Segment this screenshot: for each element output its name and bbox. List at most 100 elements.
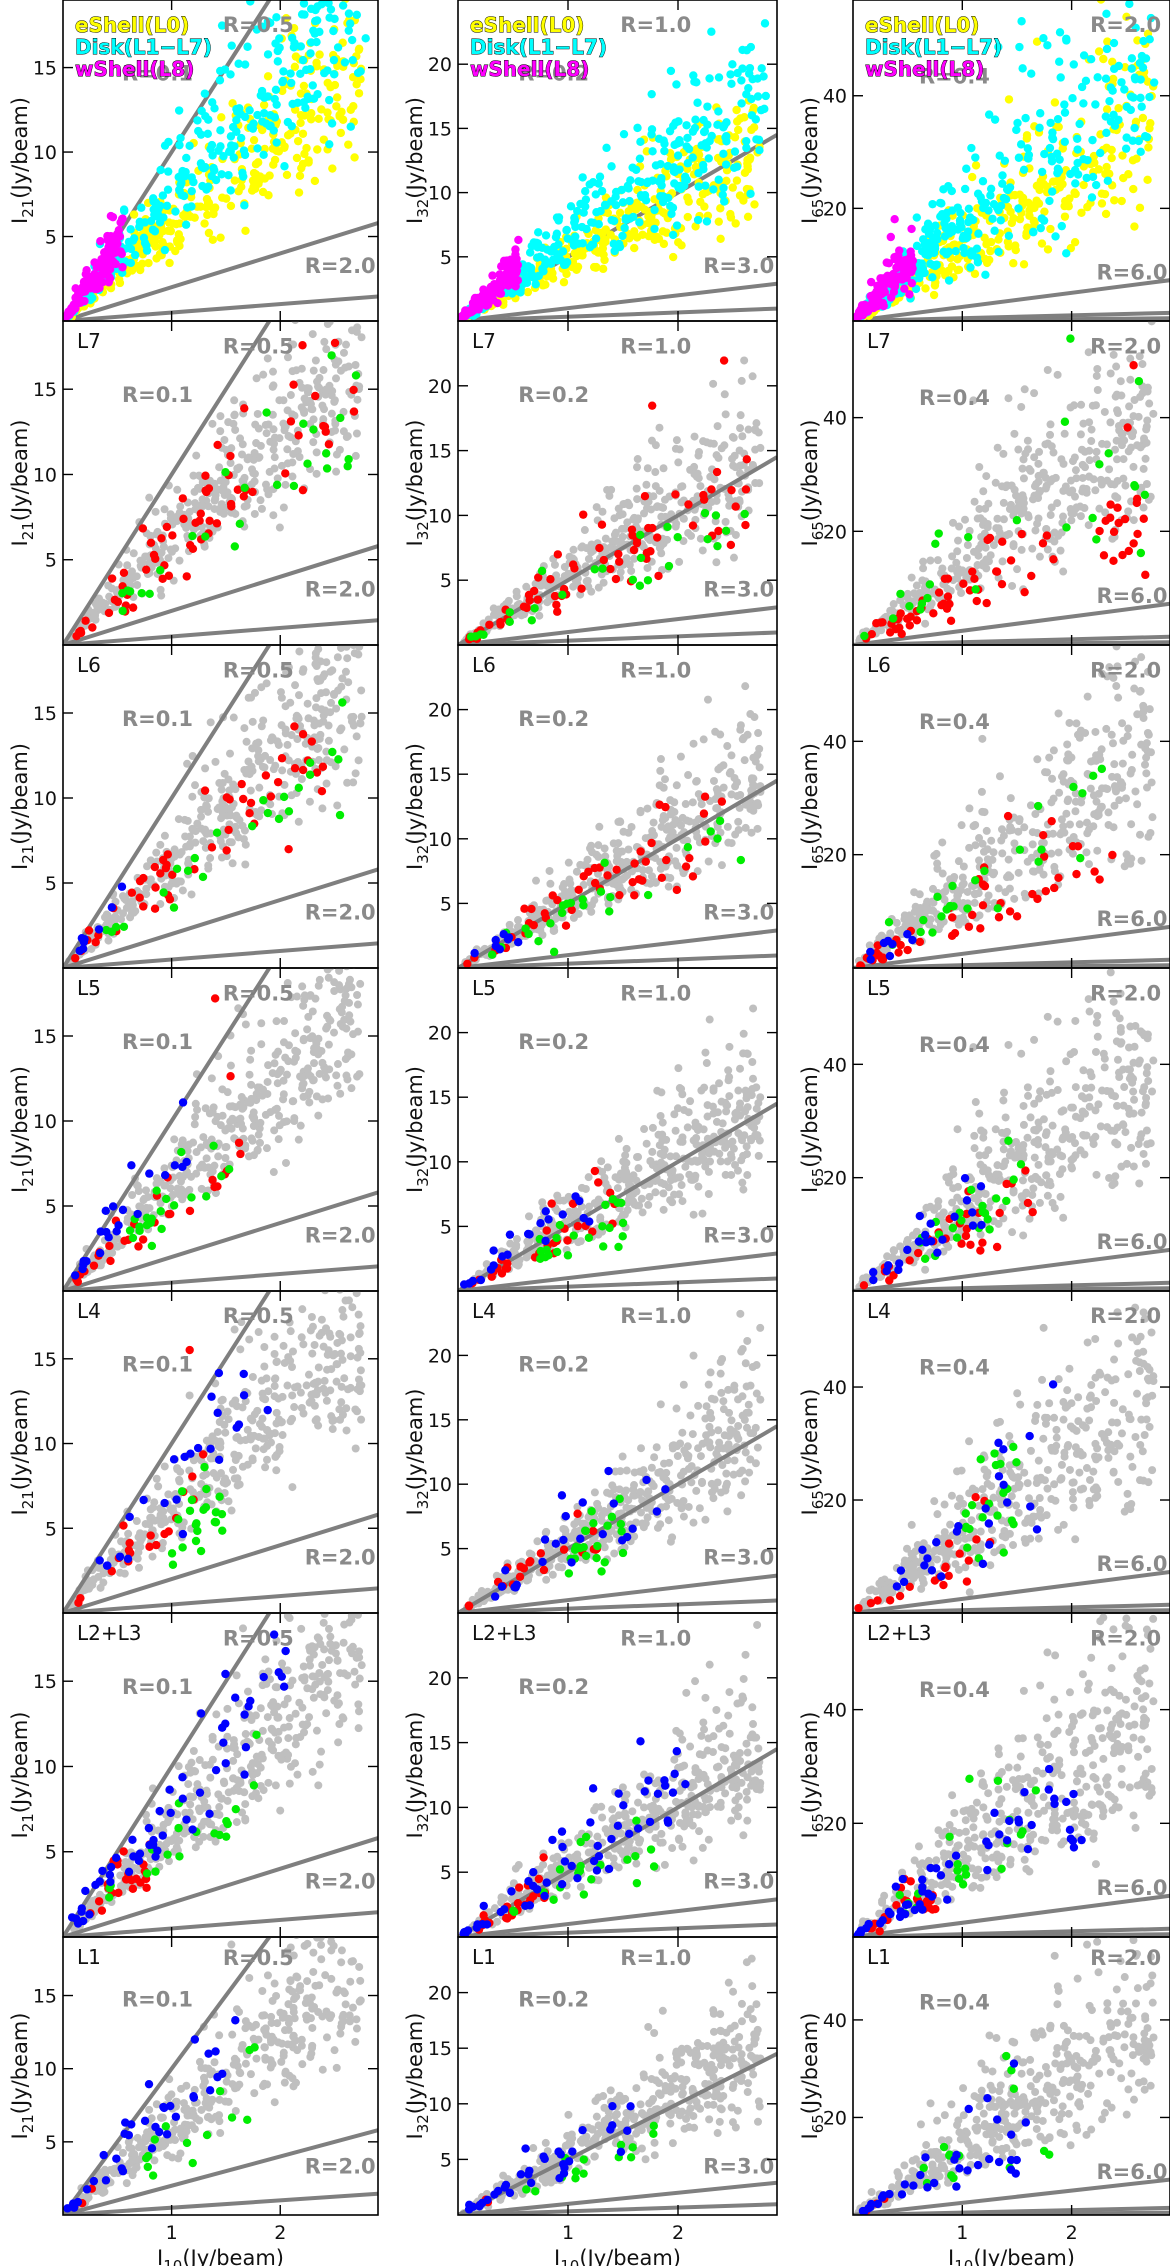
data-point [732,176,742,185]
data-point [700,508,710,518]
cloud-point [269,445,278,454]
data-point [1039,216,1049,225]
data-point [953,265,962,275]
data-point [512,266,522,275]
cloud-point [349,645,358,650]
data-point [623,181,633,191]
ratio-line [458,605,777,645]
cloud-point [1009,542,1018,551]
cloud-point [1084,521,1093,530]
cloud-point [352,327,361,336]
data-point [635,154,645,163]
data-point [654,177,664,186]
cloud-point [240,502,249,511]
data-point [1051,232,1060,241]
cloud-point [1111,445,1120,454]
cloud-point [1082,488,1091,497]
cloud-point [215,779,224,788]
data-point [1024,150,1034,160]
cloud-point [1138,360,1147,369]
data-point [1022,228,1031,238]
panel-label: L6 [77,653,101,677]
data-point [566,202,576,211]
data-point [585,180,594,189]
data-point [323,108,332,117]
ratio-label: R=0.2 [518,383,589,407]
data-point [587,240,597,250]
cloud-point [970,547,979,556]
data-point [1095,526,1104,536]
data-point [226,70,235,79]
data-point [693,215,703,225]
data-point [996,201,1006,210]
data-point [1136,75,1145,84]
data-point [317,787,327,796]
data-point [191,518,200,527]
legend-entry: wShell(L8) [470,57,589,81]
data-point [282,14,291,23]
cloud-point [1112,436,1121,445]
data-point [158,574,167,584]
data-point [672,80,681,89]
cloud-point [322,658,331,667]
data-point [1088,172,1098,182]
data-point [119,568,129,577]
data-point [607,197,616,206]
data-point [68,306,77,316]
data-point [1077,82,1087,92]
data-point [128,603,138,612]
cloud-point [268,367,277,376]
data-point [656,159,665,169]
data-point [1093,73,1102,82]
cloud-point [268,410,277,419]
data-point [636,137,645,147]
cloud-point [651,468,660,477]
cloud-point [1057,455,1066,464]
data-point [279,67,288,76]
cloud-point [663,535,672,544]
data-point [1083,155,1092,165]
data-point [638,230,647,239]
data-point [212,519,222,528]
data-point [145,589,154,599]
data-point [335,810,345,820]
cloud-point [309,438,318,447]
cloud-point [975,504,984,513]
data-point [81,616,90,625]
cloud-point [261,421,270,430]
cloud-point [226,459,235,468]
legend-entry: Disk(L1−L7) [470,35,607,59]
cloud-point [299,406,308,415]
data-point [1117,78,1126,87]
cloud-point [351,451,360,460]
cloud-point [1117,430,1126,439]
data-point [1126,105,1135,115]
data-point [144,258,153,268]
cloud-point [1085,472,1094,481]
data-point [733,68,742,78]
cloud-point [1071,492,1080,501]
data-point [998,179,1007,188]
cloud-point [948,552,957,561]
cloud-point [211,757,220,766]
data-point [300,10,309,19]
data-point [348,56,357,65]
data-point [994,42,1003,52]
data-point [286,417,296,426]
cloud-point [261,480,270,489]
cloud-point [755,479,764,488]
data-point [290,62,300,72]
ratio-label: R=3.0 [703,577,774,601]
data-point [115,278,125,288]
data-point [525,248,535,257]
panel-label: L7 [472,329,496,353]
data-point [665,126,675,136]
data-point [668,252,678,262]
data-point [174,106,184,115]
data-point [352,80,361,89]
background-cloud [460,356,765,645]
cloud-point [1136,443,1145,452]
data-point [1062,249,1071,258]
data-point [296,110,306,120]
data-point [1056,73,1065,82]
